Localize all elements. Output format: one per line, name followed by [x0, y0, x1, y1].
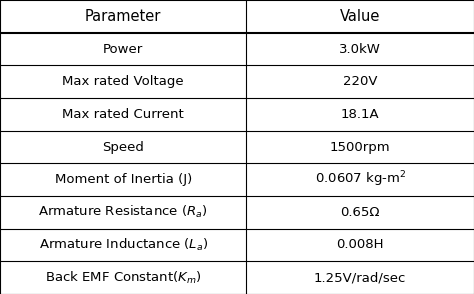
Text: 1500rpm: 1500rpm: [330, 141, 391, 153]
Text: 0.65Ω: 0.65Ω: [340, 206, 380, 219]
Text: 3.0kW: 3.0kW: [339, 43, 381, 56]
Bar: [0, 261, 246, 294]
Bar: [0, 33, 246, 65]
Bar: [246, 33, 474, 65]
Bar: [246, 65, 474, 98]
Bar: [246, 163, 474, 196]
Text: Parameter: Parameter: [85, 9, 162, 24]
Text: Max rated Voltage: Max rated Voltage: [63, 75, 184, 88]
Text: Moment of Inertia (J): Moment of Inertia (J): [55, 173, 192, 186]
Text: Value: Value: [340, 9, 381, 24]
Text: 18.1A: 18.1A: [341, 108, 380, 121]
Bar: [246, 0, 474, 33]
Bar: [0, 163, 246, 196]
Bar: [246, 131, 474, 163]
Bar: [0, 0, 246, 33]
Bar: [0, 229, 246, 261]
Bar: [0, 196, 246, 229]
Text: Power: Power: [103, 43, 143, 56]
Bar: [246, 98, 474, 131]
Bar: [0, 98, 246, 131]
Text: Back EMF Constant($K_m$): Back EMF Constant($K_m$): [45, 270, 201, 286]
Text: Speed: Speed: [102, 141, 144, 153]
Bar: [246, 229, 474, 261]
Bar: [0, 65, 246, 98]
Bar: [0, 131, 246, 163]
Text: 220V: 220V: [343, 75, 377, 88]
Text: 1.25V/rad/sec: 1.25V/rad/sec: [314, 271, 406, 284]
Text: Armature Resistance ($R_a$): Armature Resistance ($R_a$): [38, 204, 208, 220]
Text: 0.0607 kg-m$^2$: 0.0607 kg-m$^2$: [315, 170, 406, 189]
Text: 0.008H: 0.008H: [337, 238, 384, 251]
Text: Armature Inductance ($L_a$): Armature Inductance ($L_a$): [38, 237, 208, 253]
Text: Max rated Current: Max rated Current: [63, 108, 184, 121]
Bar: [246, 196, 474, 229]
Bar: [246, 261, 474, 294]
